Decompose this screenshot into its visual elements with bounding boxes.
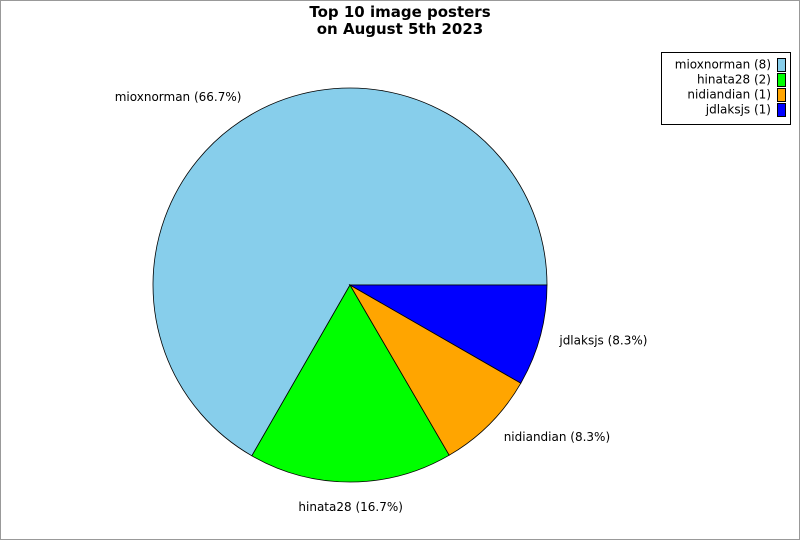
legend-box — [661, 52, 791, 125]
legend-label: jdlaksjs (1) — [705, 103, 771, 117]
legend-swatch — [777, 88, 786, 102]
legend-swatch — [777, 58, 786, 72]
legend-swatch — [777, 103, 786, 117]
pie-slice — [348, 283, 522, 456]
slice-label: jdlaksjs (8.3%) — [558, 333, 647, 347]
slice-label: mioxnorman (66.7%) — [115, 90, 242, 104]
pie-slice — [251, 284, 450, 483]
legend-label: nidiandian (1) — [687, 88, 771, 102]
legend-label: hinata28 (2) — [697, 73, 771, 87]
slice-label: hinata28 (16.7%) — [298, 500, 403, 514]
pie-slice — [348, 284, 548, 384]
slice-label: nidiandian (8.3%) — [504, 430, 610, 444]
legend-label: mioxnorman (8) — [675, 58, 771, 72]
chart-title: Top 10 image posters on August 5th 2023 — [309, 3, 490, 38]
pie-slice — [152, 87, 548, 457]
legend-swatch — [777, 73, 786, 87]
